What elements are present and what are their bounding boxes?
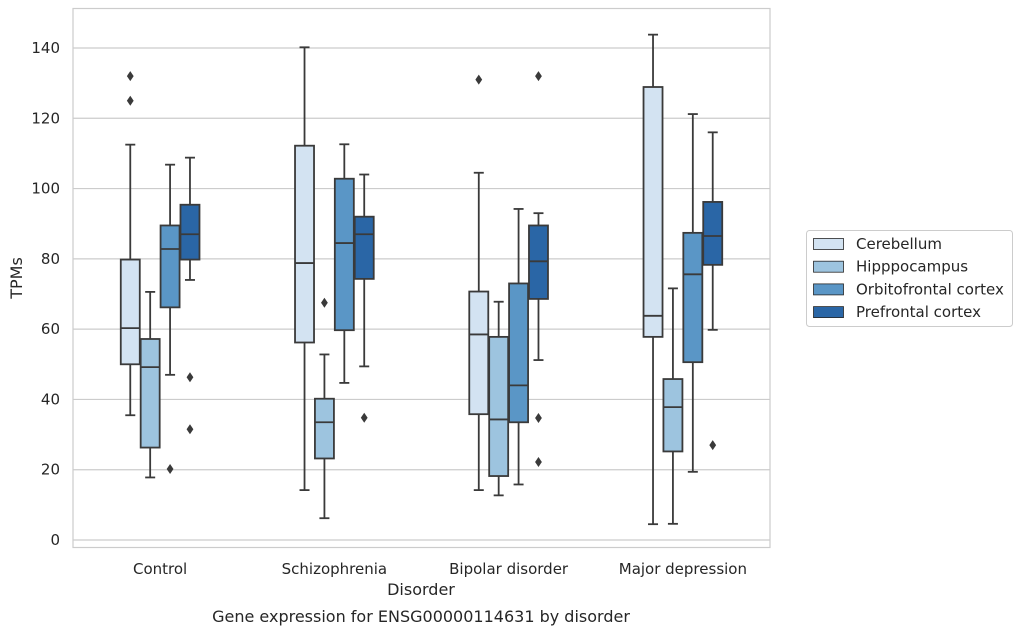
y-tick-140: 140 — [31, 39, 60, 57]
flier-cerebellum-bipolar-disorder-0 — [475, 74, 483, 85]
box-hipppocampus-major-depression — [662, 287, 684, 525]
legend-label-cerebellum: Cerebellum — [856, 235, 942, 253]
box-body-cerebellum-schizophrenia — [294, 144, 315, 344]
x-tick-labels: Control Schizophrenia Bipolar disorder Majo… — [133, 560, 747, 578]
flier-prefrontal-cortex-bipolar-disorder-1 — [535, 413, 542, 424]
y-tick-labels: 0 20 40 60 80 100 120 140 — [31, 39, 60, 549]
box-prefrontal-cortex-bipolar-disorder — [528, 71, 549, 467]
flier-prefrontal-cortex-schizophrenia-0 — [360, 412, 368, 423]
box-orbitofrontal-cortex-schizophrenia — [333, 143, 355, 384]
box-hipppocampus-control — [139, 290, 161, 479]
legend-swatch-prefrontal-cortex — [813, 306, 844, 319]
y-tick-20: 20 — [41, 461, 60, 479]
x-tick-control: Control — [133, 560, 187, 578]
box-body-orbitofrontal-cortex-major-depression — [682, 231, 704, 364]
box-orbitofrontal-cortex-major-depression — [682, 113, 704, 473]
y-tick-80: 80 — [41, 250, 60, 268]
box-body-orbitofrontal-cortex-schizophrenia — [333, 177, 355, 332]
box-body-prefrontal-cortex-control — [179, 203, 201, 261]
box-cerebellum-major-depression — [642, 33, 664, 526]
y-tick-120: 120 — [31, 109, 60, 127]
x-tick-bipolar-disorder: Bipolar disorder — [449, 560, 569, 578]
y-tick-0: 0 — [50, 531, 60, 549]
box-body-hipppocampus-bipolar-disorder — [488, 335, 510, 477]
boxes-layer — [119, 33, 724, 526]
x-tick-major-depression: Major depression — [619, 560, 747, 578]
box-body-hipppocampus-control — [139, 338, 161, 449]
box-body-prefrontal-cortex-major-depression — [702, 201, 724, 266]
box-hipppocampus-schizophrenia — [314, 297, 335, 520]
legend-label-orbitofrontal-cortex: Orbitofrontal cortex — [856, 280, 1004, 298]
legend-swatch-orbitofrontal-cortex — [813, 283, 844, 296]
y-axis-label: TPMs — [7, 257, 26, 300]
box-body-cerebellum-control — [119, 258, 141, 366]
box-body-prefrontal-cortex-schizophrenia — [353, 215, 375, 280]
box-body-hipppocampus-schizophrenia — [314, 397, 335, 460]
flier-prefrontal-cortex-control-1 — [186, 372, 194, 383]
box-prefrontal-cortex-schizophrenia — [353, 173, 375, 423]
legend-swatch-hipppocampus — [813, 260, 844, 273]
y-tick-100: 100 — [31, 180, 60, 198]
legend-label-hipppocampus: Hipppocampus — [856, 258, 968, 276]
box-cerebellum-schizophrenia — [294, 46, 315, 491]
flier-cerebellum-control-1 — [126, 71, 134, 82]
box-prefrontal-cortex-control — [179, 156, 201, 435]
flier-hipppocampus-schizophrenia-0 — [321, 297, 328, 308]
y-tick-60: 60 — [41, 320, 60, 338]
x-tick-schizophrenia: Schizophrenia — [282, 560, 387, 578]
box-body-orbitofrontal-cortex-bipolar-disorder — [508, 282, 529, 424]
flier-orbitofrontal-cortex-control-0 — [166, 464, 174, 475]
y-tick-40: 40 — [41, 390, 60, 408]
plot-frame — [72, 7, 771, 549]
box-body-cerebellum-major-depression — [642, 86, 664, 338]
legend: Cerebellum Hipppocampus Orbitofrontal cort… — [806, 230, 1013, 327]
legend-swatch-cerebellum — [813, 238, 844, 250]
flier-prefrontal-cortex-bipolar-disorder-2 — [535, 71, 542, 82]
box-body-cerebellum-bipolar-disorder — [468, 290, 490, 416]
box-body-orbitofrontal-cortex-control — [159, 224, 181, 309]
flier-prefrontal-cortex-control-0 — [186, 424, 194, 435]
flier-prefrontal-cortex-major-depression-0 — [709, 440, 717, 451]
box-hipppocampus-bipolar-disorder — [488, 300, 510, 497]
box-orbitofrontal-cortex-bipolar-disorder — [508, 208, 529, 486]
box-orbitofrontal-cortex-control — [159, 163, 181, 475]
legend-frame — [806, 230, 1013, 327]
box-cerebellum-control — [119, 71, 141, 417]
box-body-hipppocampus-major-depression — [662, 378, 684, 453]
flier-prefrontal-cortex-bipolar-disorder-0 — [535, 456, 542, 467]
x-axis-label: Disorder — [387, 580, 455, 599]
chart-caption: Gene expression for ENSG00000114631 by d… — [212, 607, 630, 626]
box-prefrontal-cortex-major-depression — [702, 131, 724, 451]
legend-label-prefrontal-cortex: Prefrontal cortex — [856, 303, 981, 321]
box-cerebellum-bipolar-disorder — [468, 74, 490, 491]
flier-cerebellum-control-0 — [126, 95, 134, 106]
